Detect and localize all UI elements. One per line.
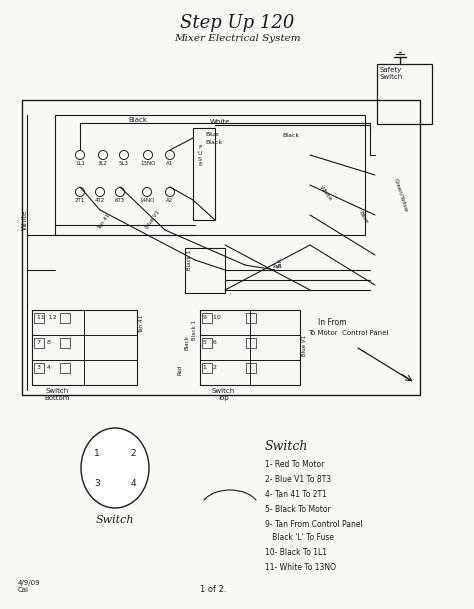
Text: 5   6: 5 6 bbox=[203, 340, 217, 345]
Text: White: White bbox=[318, 185, 333, 202]
Text: Tan 41: Tan 41 bbox=[97, 213, 111, 231]
Bar bbox=[22, 100, 420, 395]
Bar bbox=[60, 338, 70, 348]
Circle shape bbox=[119, 150, 128, 160]
Text: 11- White To 13NO: 11- White To 13NO bbox=[265, 563, 336, 572]
Circle shape bbox=[143, 188, 152, 197]
Text: Step Up 120: Step Up 120 bbox=[180, 14, 294, 32]
Bar bbox=[200, 310, 300, 385]
Text: 7   8: 7 8 bbox=[37, 340, 51, 345]
Text: 2T1: 2T1 bbox=[75, 198, 85, 203]
Text: 14NO: 14NO bbox=[139, 198, 155, 203]
Text: Black 'L' To Fuse: Black 'L' To Fuse bbox=[265, 533, 334, 542]
Text: 2- Blue V1 To 8T3: 2- Blue V1 To 8T3 bbox=[265, 475, 331, 484]
Text: Mixer Electrical System: Mixer Electrical System bbox=[173, 34, 301, 43]
Text: Blue: Blue bbox=[205, 132, 219, 137]
Bar bbox=[246, 313, 256, 323]
Text: Blue V1: Blue V1 bbox=[302, 335, 307, 356]
Text: F
U
S
E: F U S E bbox=[198, 145, 202, 167]
Text: Red: Red bbox=[178, 365, 183, 375]
Bar bbox=[34, 363, 44, 373]
Text: Blue: Blue bbox=[358, 210, 369, 225]
Text: Blue V1: Blue V1 bbox=[145, 210, 161, 230]
Text: Black: Black bbox=[128, 117, 147, 123]
Text: 4T2: 4T2 bbox=[95, 198, 105, 203]
Text: Safety
Switch: Safety Switch bbox=[380, 67, 403, 80]
Text: White: White bbox=[210, 119, 230, 125]
Bar bbox=[193, 128, 215, 220]
Text: In From: In From bbox=[318, 318, 346, 327]
Text: Black: Black bbox=[185, 335, 190, 350]
Text: 3: 3 bbox=[94, 479, 100, 487]
Circle shape bbox=[75, 150, 84, 160]
Text: Tan 41: Tan 41 bbox=[139, 315, 144, 333]
Text: 6T3: 6T3 bbox=[115, 198, 125, 203]
Text: Green/Yellow: Green/Yellow bbox=[393, 178, 409, 213]
Text: 2: 2 bbox=[130, 448, 136, 457]
Text: Tan: Tan bbox=[278, 257, 283, 268]
Bar bbox=[34, 313, 44, 323]
Bar bbox=[246, 338, 256, 348]
Circle shape bbox=[99, 150, 108, 160]
Circle shape bbox=[75, 188, 84, 197]
Text: 9   10: 9 10 bbox=[203, 315, 221, 320]
Bar bbox=[202, 363, 212, 373]
Text: 3   4: 3 4 bbox=[37, 365, 51, 370]
Text: Black 1: Black 1 bbox=[192, 320, 197, 340]
Circle shape bbox=[165, 150, 174, 160]
Bar bbox=[55, 115, 365, 235]
Text: Switch
Top: Switch Top bbox=[211, 388, 235, 401]
Bar bbox=[60, 313, 70, 323]
Text: Black: Black bbox=[282, 133, 299, 138]
Text: 1L1: 1L1 bbox=[75, 161, 85, 166]
Bar bbox=[32, 310, 137, 385]
Text: A2: A2 bbox=[166, 198, 173, 203]
Text: Tan: Tan bbox=[272, 264, 283, 269]
Text: 5L3: 5L3 bbox=[119, 161, 129, 166]
Bar bbox=[202, 313, 212, 323]
Text: 4- Tan 41 To 2T1: 4- Tan 41 To 2T1 bbox=[265, 490, 327, 499]
Bar bbox=[202, 338, 212, 348]
Text: 1- Red To Motor: 1- Red To Motor bbox=[265, 460, 324, 469]
Text: 1   2: 1 2 bbox=[203, 365, 217, 370]
Text: Black: Black bbox=[205, 140, 222, 145]
Bar bbox=[185, 248, 225, 293]
Text: 3L2: 3L2 bbox=[98, 161, 108, 166]
Circle shape bbox=[144, 150, 153, 160]
Ellipse shape bbox=[81, 428, 149, 508]
Bar bbox=[377, 64, 432, 124]
Text: 1 of 2.: 1 of 2. bbox=[200, 585, 227, 594]
Circle shape bbox=[165, 188, 174, 197]
Text: 13NO: 13NO bbox=[140, 161, 155, 166]
Text: 10- Black To 1L1: 10- Black To 1L1 bbox=[265, 548, 327, 557]
Text: Switch: Switch bbox=[265, 440, 309, 453]
Text: Switch
Bottom: Switch Bottom bbox=[44, 388, 70, 401]
Text: 1: 1 bbox=[94, 448, 100, 457]
Text: 11  12: 11 12 bbox=[37, 315, 56, 320]
Text: Black 1: Black 1 bbox=[187, 250, 192, 270]
Circle shape bbox=[95, 188, 104, 197]
Bar bbox=[60, 363, 70, 373]
Text: 4: 4 bbox=[130, 479, 136, 487]
Circle shape bbox=[116, 188, 125, 197]
Bar bbox=[34, 338, 44, 348]
Bar bbox=[246, 363, 256, 373]
Text: Switch: Switch bbox=[96, 515, 134, 525]
Text: 4/9/09
Cal: 4/9/09 Cal bbox=[18, 580, 41, 593]
Text: White: White bbox=[22, 210, 28, 230]
Text: 9- Tan From Control Panel: 9- Tan From Control Panel bbox=[265, 520, 363, 529]
Text: To Motor  Control Panel: To Motor Control Panel bbox=[308, 330, 388, 336]
Text: 5- Black To Motor: 5- Black To Motor bbox=[265, 505, 331, 514]
Text: A1: A1 bbox=[166, 161, 173, 166]
